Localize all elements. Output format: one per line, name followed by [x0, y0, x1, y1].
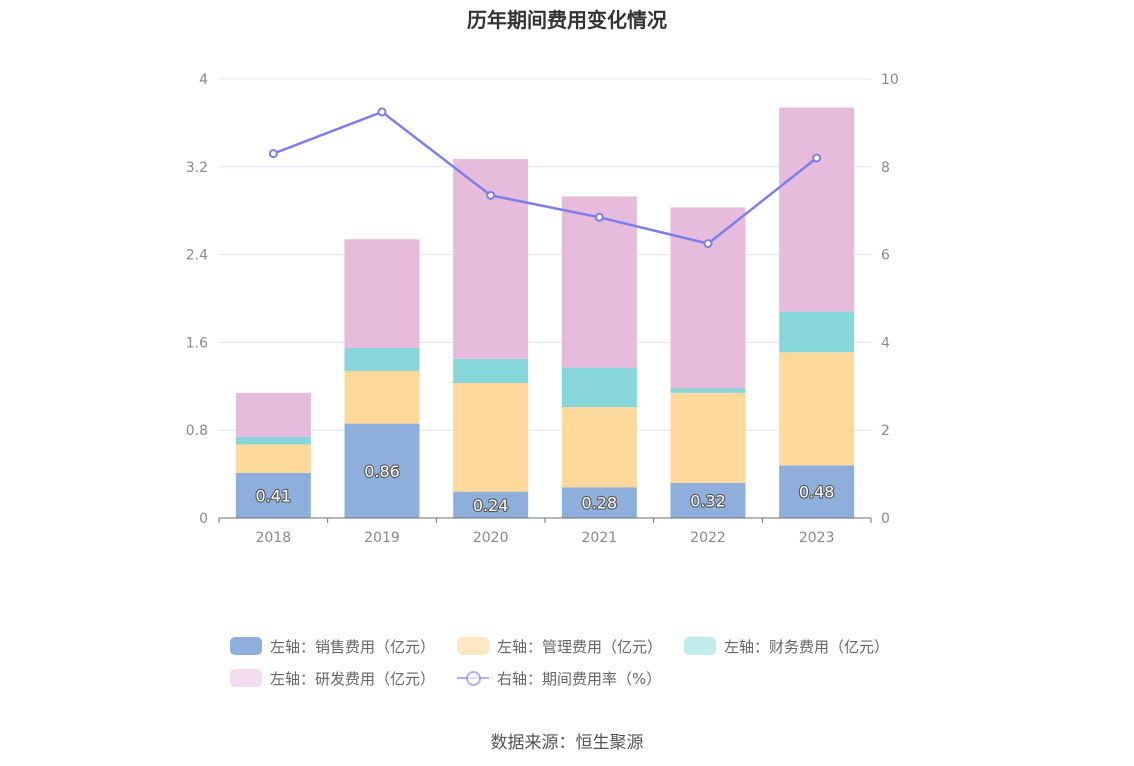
data-label: 0.28 — [582, 494, 618, 513]
bar-segment-2 — [670, 388, 746, 393]
bar-segment-1 — [453, 383, 529, 492]
right-axis-tick-label: 6 — [881, 248, 890, 264]
left-axis-tick-label: 3.2 — [186, 160, 208, 176]
data-label: 0.24 — [473, 496, 509, 515]
data-label: 0.86 — [364, 462, 400, 481]
x-axis-tick-label: 2021 — [582, 530, 618, 546]
bar-segment-2 — [453, 358, 529, 384]
chart-plot: 0 0.8 1.6 2.4 3.2 4 0 2 4 6 8 10 2018 2019 2020 2021 202… — [186, 72, 899, 546]
bar-segment-0 — [235, 473, 311, 518]
bar-segment-0 — [344, 423, 420, 518]
bar-segment-2 — [344, 347, 420, 371]
bar-segment-3 — [235, 392, 311, 437]
data-label: 0.48 — [799, 483, 835, 502]
right-axis-tick-label: 4 — [881, 335, 890, 351]
x-axis-tick-label: 2020 — [473, 530, 509, 546]
bar-segment-1 — [344, 370, 420, 424]
chart-title: 历年期间费用变化情况 — [467, 8, 667, 32]
bar-segment-0 — [779, 465, 855, 518]
bar-segment-3 — [453, 159, 529, 359]
right-axis-tick-label: 2 — [881, 423, 890, 439]
rate-line — [272, 110, 818, 245]
rate-point — [703, 239, 713, 249]
rate-point — [812, 153, 822, 163]
left-axis-tick-label: 4 — [199, 72, 208, 88]
bar-segment-0 — [670, 482, 746, 518]
legend-label-rate: 右轴：期间费用率（%） — [497, 669, 662, 688]
rate-point — [268, 149, 278, 159]
bar-segment-0 — [561, 487, 637, 518]
legend-line-icon — [457, 669, 490, 687]
legend-swatch-finance — [684, 637, 717, 655]
legend-item-admin[interactable]: 左轴：管理费用（亿元） — [457, 636, 662, 657]
bar-segment-2 — [779, 311, 855, 353]
legend-swatch-rnd — [230, 669, 262, 687]
x-axis-tick-label: 2018 — [256, 530, 292, 546]
x-axis-tick-label: 2019 — [364, 530, 400, 546]
bar-segment-1 — [561, 407, 637, 488]
bar-segment-1 — [235, 444, 311, 474]
legend-item-finance[interactable]: 左轴：财务费用（亿元） — [684, 636, 889, 657]
data-label: 0.41 — [256, 487, 292, 506]
rate-point — [594, 212, 604, 222]
bar-segment-2 — [235, 436, 311, 445]
legend-label-rnd: 左轴：研发费用（亿元） — [270, 669, 436, 688]
left-axis-tick-label: 0.8 — [186, 423, 208, 439]
legend-item-rnd[interactable]: 左轴：研发费用（亿元） — [230, 668, 435, 689]
legend-item-sales[interactable]: 左轴：销售费用（亿元） — [230, 636, 435, 657]
legend-label-finance: 左轴：财务费用（亿元） — [724, 637, 890, 656]
x-axis-tick-label: 2023 — [799, 530, 835, 546]
bar-segment-3 — [561, 196, 637, 368]
bar-segment-2 — [561, 367, 637, 408]
bar-segment-0 — [453, 491, 529, 518]
left-axis-tick-label: 2.4 — [186, 248, 208, 264]
right-axis-tick-label: 10 — [881, 72, 899, 88]
left-axis-tick-label: 1.6 — [186, 335, 208, 351]
rate-point — [377, 107, 387, 117]
x-axis-tick-label: 2022 — [690, 530, 726, 546]
legend: 左轴：销售费用（亿元） 左轴：管理费用（亿元） 左轴：财务费用（亿元） 左轴：研… — [230, 630, 930, 694]
right-axis-tick-label: 8 — [881, 160, 890, 176]
rate-point — [486, 190, 496, 200]
legend-swatch-sales — [230, 637, 262, 655]
right-axis-tick-label: 0 — [881, 511, 890, 527]
data-label: 0.32 — [690, 491, 726, 510]
bar-segment-1 — [670, 392, 746, 483]
legend-item-rate[interactable]: 右轴：期间费用率（%） — [457, 668, 661, 689]
bar-segment-3 — [670, 207, 746, 389]
legend-label-admin: 左轴：管理费用（亿元） — [497, 637, 663, 656]
legend-label-sales: 左轴：销售费用（亿元） — [270, 637, 436, 656]
legend-swatch-admin — [457, 637, 490, 655]
bar-segment-3 — [779, 107, 855, 312]
bar-segment-3 — [344, 239, 420, 348]
bar-segment-1 — [779, 352, 855, 466]
left-axis-tick-label: 0 — [199, 511, 208, 527]
data-source: 数据来源：恒生聚源 — [490, 733, 644, 753]
